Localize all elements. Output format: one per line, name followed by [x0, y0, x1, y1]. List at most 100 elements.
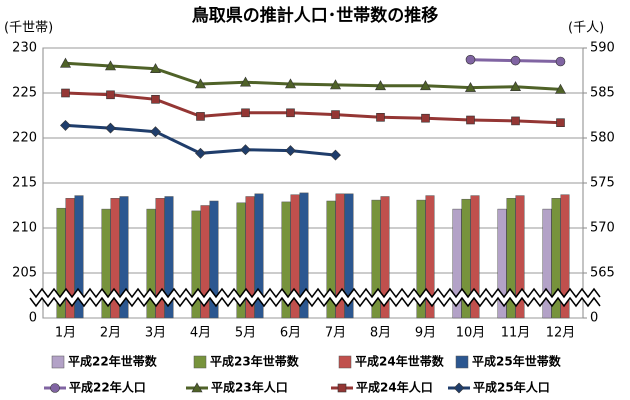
marker [50, 383, 60, 393]
bar [146, 208, 156, 319]
bar [452, 208, 462, 319]
marker [105, 122, 116, 134]
marker [241, 108, 250, 118]
marker [286, 108, 295, 118]
bar [281, 201, 291, 319]
marker [284, 78, 297, 89]
legend-swatch [51, 355, 65, 369]
bar [470, 195, 480, 319]
marker [196, 112, 205, 121]
x-tick-label: 2月 [100, 326, 121, 341]
bar [299, 192, 309, 319]
legend-label: 平成25年人口 [473, 380, 550, 395]
y2-tick-label: 580 [590, 131, 615, 146]
legend-swatch [193, 355, 207, 369]
y-tick-label: 215 [12, 176, 37, 191]
marker [509, 81, 522, 91]
bar [326, 200, 336, 319]
legend-label: 平成24年世帯数 [355, 354, 445, 369]
marker [61, 88, 70, 98]
y-tick-label: 230 [12, 41, 37, 56]
bar [506, 198, 516, 319]
axis-break [29, 287, 601, 308]
bar [416, 199, 426, 319]
legend-swatch [455, 355, 469, 369]
y-tick-label: 0 [29, 311, 37, 326]
x-tick-label: 8月 [370, 326, 391, 341]
marker [465, 54, 476, 65]
x-tick-label: 4月 [190, 326, 211, 341]
bar [380, 196, 390, 319]
marker [106, 90, 115, 100]
marker [554, 83, 567, 94]
legend-swatch [338, 355, 352, 369]
x-tick-label: 10月 [456, 326, 486, 341]
marker [419, 80, 432, 91]
bar [110, 198, 120, 319]
bar [254, 193, 264, 319]
chart-title: 鳥取県の推計人口･世帯数の推移 [192, 5, 439, 26]
marker [555, 56, 566, 67]
y2-tick-label: 590 [590, 41, 615, 56]
legend-label: 平成25年世帯数 [472, 354, 562, 369]
marker [239, 76, 252, 87]
marker [337, 383, 347, 393]
marker [285, 145, 296, 157]
marker [240, 144, 251, 156]
bar [515, 195, 525, 319]
break-line [29, 296, 601, 308]
legend-label: 平成23年世帯数 [210, 354, 300, 369]
bar [236, 202, 246, 319]
y2-tick-label: 565 [590, 266, 615, 281]
bar [155, 198, 165, 319]
bar [200, 205, 210, 319]
marker [331, 110, 340, 119]
marker [59, 57, 72, 68]
plot-area [42, 47, 587, 319]
marker [374, 80, 387, 91]
bar [335, 193, 345, 319]
bar [371, 199, 381, 319]
bar [344, 193, 354, 319]
bar [209, 200, 219, 319]
x-tick-label: 6月 [280, 326, 301, 341]
y2-tick-label: 570 [590, 221, 615, 236]
marker [195, 147, 206, 159]
x-tick-label: 3月 [145, 326, 166, 341]
legend-label: 平成24年人口 [356, 380, 433, 395]
y2-axis-title: (千人) [568, 21, 604, 36]
bar [461, 198, 471, 319]
y-tick-label: 205 [12, 266, 37, 281]
marker [151, 95, 160, 104]
legend-label: 平成22年人口 [69, 380, 146, 395]
marker [194, 78, 207, 89]
marker [330, 149, 341, 161]
marker [60, 119, 71, 131]
legend-label: 平成23年人口 [211, 380, 288, 395]
marker [466, 115, 475, 125]
bar [551, 198, 561, 319]
y2-tick-label: 575 [590, 176, 615, 191]
x-tick-label: 11月 [501, 326, 531, 341]
y2-tick-label: 0 [590, 311, 598, 326]
x-tick-label: 7月 [325, 326, 346, 341]
bar [560, 194, 570, 319]
x-tick-label: 9月 [415, 326, 436, 341]
bar [119, 196, 129, 319]
bar [497, 208, 507, 319]
bar [290, 194, 300, 319]
y-tick-label: 210 [12, 221, 37, 236]
marker [376, 113, 385, 122]
x-tick-label: 1月 [55, 326, 76, 341]
break-line [29, 287, 601, 299]
bar [542, 208, 552, 319]
line [65, 61, 561, 91]
marker [150, 126, 161, 138]
marker [510, 55, 521, 66]
marker [511, 116, 520, 126]
bar [56, 207, 66, 319]
marker [556, 118, 565, 127]
marker [149, 63, 162, 73]
y-tick-label: 220 [12, 131, 37, 146]
